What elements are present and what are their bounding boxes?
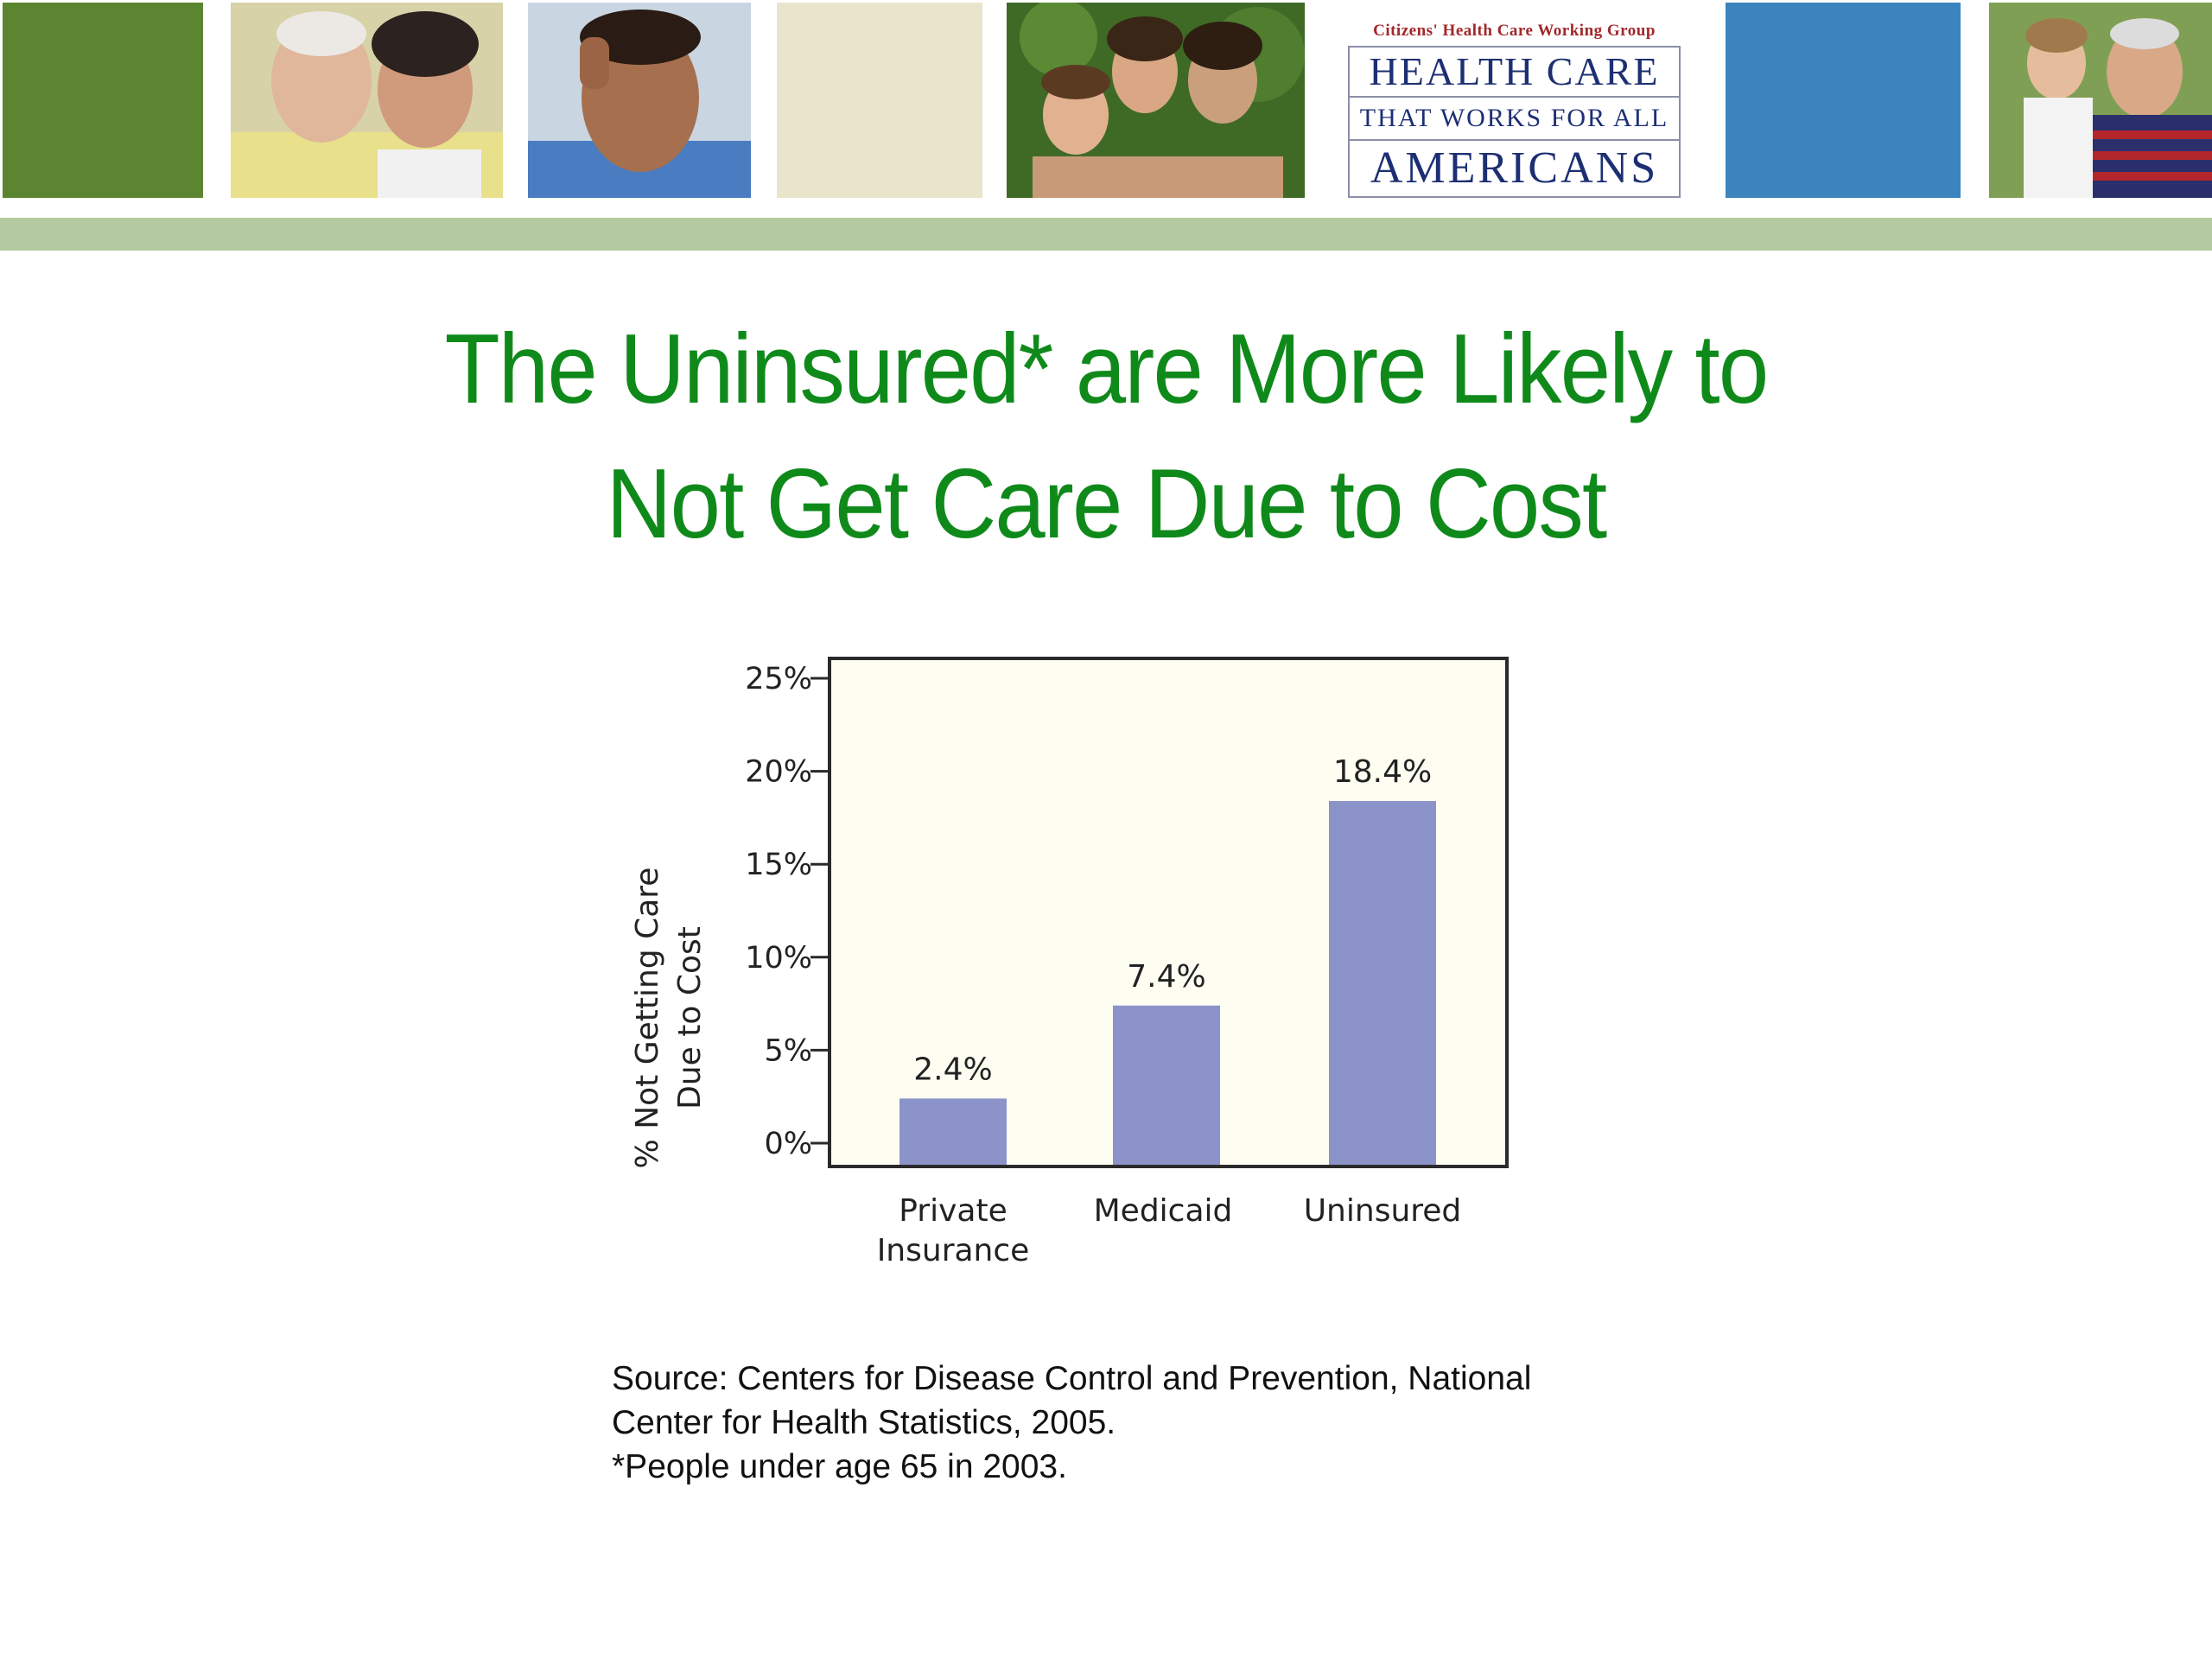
logo-organization: Citizens' Health Care Working Group bbox=[1373, 22, 1656, 40]
y-tick-label: 10% bbox=[745, 941, 812, 976]
bar bbox=[1329, 801, 1436, 1165]
photo-man bbox=[528, 3, 751, 198]
bar-value-label: 18.4% bbox=[1333, 754, 1432, 790]
source-note: Source: Centers for Disease Control and … bbox=[612, 1357, 1735, 1489]
y-tick-label: 15% bbox=[745, 848, 812, 882]
category-label: Uninsured bbox=[1304, 1193, 1462, 1229]
y-axis-label-line-1: % Not Getting Care bbox=[630, 868, 665, 1169]
logo: Citizens' Health Care Working Group HEAL… bbox=[1344, 17, 1685, 199]
green-block bbox=[3, 3, 203, 198]
y-tick-label: 0% bbox=[764, 1127, 812, 1161]
photo-children bbox=[1007, 3, 1305, 198]
header-stripe bbox=[0, 218, 2212, 251]
bar-value-label: 2.4% bbox=[913, 1052, 992, 1087]
header-banner: Citizens' Health Care Working Group HEAL… bbox=[0, 0, 2212, 200]
category-label: Medicaid bbox=[1094, 1193, 1233, 1229]
bar bbox=[1113, 1005, 1220, 1165]
cream-block bbox=[777, 3, 982, 198]
logo-line-3: AMERICANS bbox=[1370, 143, 1659, 193]
source-line-1: Source: Centers for Disease Control and … bbox=[612, 1360, 1532, 1397]
bar bbox=[899, 1098, 1007, 1165]
logo-line-2: THAT WORKS FOR ALL bbox=[1350, 98, 1679, 141]
footnote: *People under age 65 in 2003. bbox=[612, 1448, 1067, 1485]
blue-block bbox=[1726, 3, 1961, 198]
slide-title: The Uninsured* are More Likely to Not Ge… bbox=[327, 302, 1885, 572]
category-label: Private Insurance bbox=[877, 1193, 1030, 1268]
photo-couple bbox=[231, 3, 503, 198]
y-tick-label: 20% bbox=[745, 755, 812, 790]
bar-value-label: 7.4% bbox=[1127, 959, 1205, 995]
source-line-2: Center for Health Statistics, 2005. bbox=[612, 1404, 1116, 1441]
logo-box: HEALTH CARE THAT WORKS FOR ALL AMERICANS bbox=[1348, 46, 1681, 198]
photo-grandparent-child bbox=[1989, 3, 2212, 198]
y-tick-label: 5% bbox=[764, 1033, 812, 1068]
title-line-1: The Uninsured* are More Likely to bbox=[444, 315, 1770, 424]
title-line-2: Not Get Care Due to Cost bbox=[606, 449, 1607, 559]
bar-chart: 2.4% 7.4% 18.4% 0% 5% 10% 15% 20% 25% Private In… bbox=[630, 657, 1509, 1268]
y-tick-label: 25% bbox=[745, 662, 812, 696]
logo-line-1: HEALTH CARE bbox=[1350, 48, 1679, 98]
y-axis-label-line-2: Due to Cost bbox=[672, 926, 708, 1109]
